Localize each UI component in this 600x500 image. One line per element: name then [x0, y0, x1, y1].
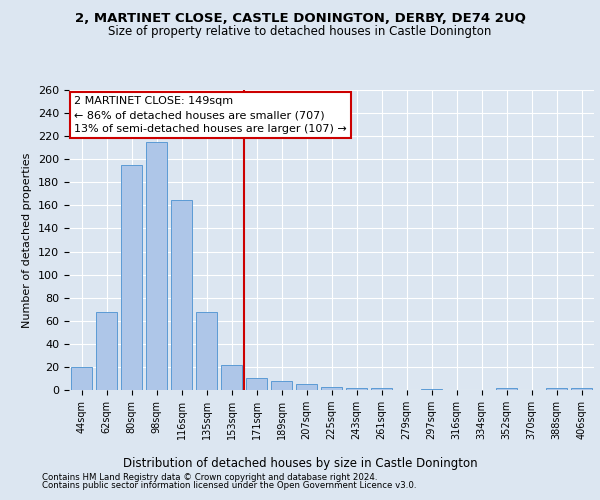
Bar: [121, 165, 142, 390]
Text: Contains public sector information licensed under the Open Government Licence v3: Contains public sector information licen…: [42, 481, 416, 490]
Bar: [96, 312, 117, 390]
Bar: [421, 389, 442, 390]
Bar: [346, 388, 367, 390]
Text: Distribution of detached houses by size in Castle Donington: Distribution of detached houses by size …: [122, 458, 478, 470]
Text: Size of property relative to detached houses in Castle Donington: Size of property relative to detached ho…: [109, 25, 491, 38]
Bar: [146, 142, 167, 390]
Y-axis label: Number of detached properties: Number of detached properties: [22, 152, 32, 328]
Bar: [171, 200, 192, 390]
Bar: [496, 388, 517, 390]
Text: 2 MARTINET CLOSE: 149sqm
← 86% of detached houses are smaller (707)
13% of semi-: 2 MARTINET CLOSE: 149sqm ← 86% of detach…: [74, 96, 347, 134]
Bar: [371, 388, 392, 390]
Bar: [271, 381, 292, 390]
Bar: [546, 388, 567, 390]
Bar: [196, 312, 217, 390]
Bar: [71, 367, 92, 390]
Bar: [246, 378, 267, 390]
Bar: [571, 388, 592, 390]
Bar: [221, 364, 242, 390]
Text: Contains HM Land Registry data © Crown copyright and database right 2024.: Contains HM Land Registry data © Crown c…: [42, 472, 377, 482]
Text: 2, MARTINET CLOSE, CASTLE DONINGTON, DERBY, DE74 2UQ: 2, MARTINET CLOSE, CASTLE DONINGTON, DER…: [74, 12, 526, 26]
Bar: [296, 384, 317, 390]
Bar: [321, 386, 342, 390]
